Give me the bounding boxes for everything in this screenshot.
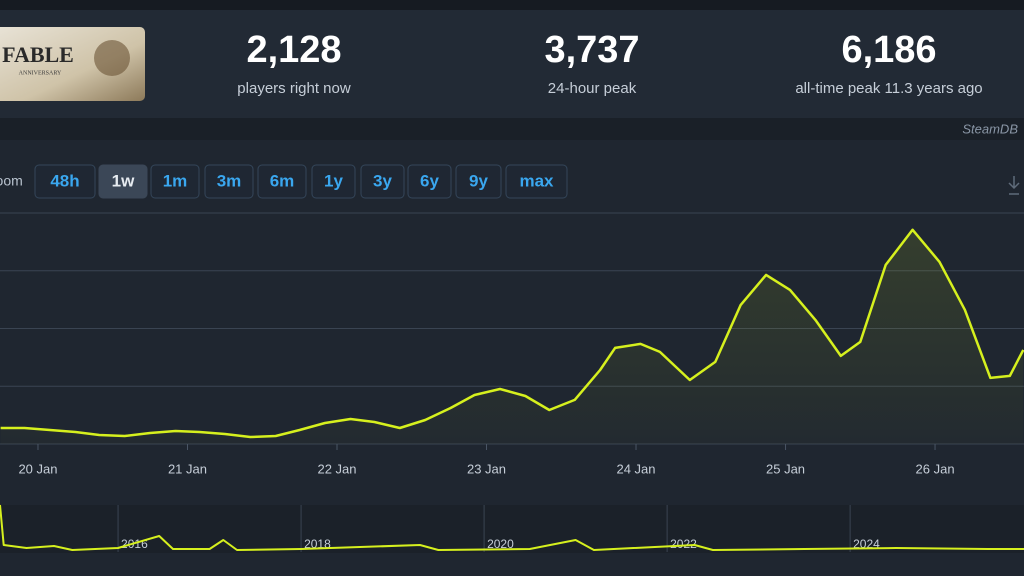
zoom-button-label[interactable]: 1m: [163, 171, 188, 190]
zoom-label: Zoom: [0, 173, 23, 189]
zoom-button[interactable]: [204, 164, 254, 199]
x-tick-label: 21 Jan: [168, 461, 207, 476]
logo-title: FABLE: [2, 42, 74, 67]
zoom-button[interactable]: [360, 164, 405, 199]
zoom-button[interactable]: [257, 164, 307, 199]
zoom-button[interactable]: [505, 164, 568, 199]
zoom-button[interactable]: [407, 164, 452, 199]
x-tick-label: 25 Jan: [766, 461, 805, 476]
zoom-button-label[interactable]: 48h: [50, 171, 79, 190]
zoom-button-label[interactable]: 1y: [324, 171, 343, 190]
zoom-button[interactable]: [34, 164, 96, 199]
brand-band: [0, 118, 1024, 140]
zoom-button[interactable]: [455, 164, 502, 199]
brand: SteamDB: [962, 121, 1018, 136]
zoom-button[interactable]: [98, 164, 148, 199]
zoom-button-label[interactable]: 3y: [373, 171, 392, 190]
x-tick-label: 22 Jan: [317, 461, 356, 476]
zoom-button-label[interactable]: max: [519, 171, 554, 190]
zoom-button-label[interactable]: 6y: [420, 171, 439, 190]
navigator-band: [0, 505, 1024, 553]
zoom-button[interactable]: [150, 164, 200, 199]
stat-label: 24-hour peak: [548, 80, 637, 97]
logo-figure: [94, 40, 130, 76]
x-tick-label: 24 Jan: [616, 461, 655, 476]
stat-value: 6,186: [841, 29, 936, 71]
x-tick-label: 2020: [487, 537, 514, 551]
x-tick-label: 26 Jan: [916, 461, 955, 476]
stat-label: all-time peak 11.3 years ago: [795, 80, 982, 97]
area-fill: [0, 229, 1024, 444]
x-tick-label: 23 Jan: [467, 461, 506, 476]
zoom-button-label[interactable]: 3m: [217, 171, 242, 190]
x-tick-label: 20 Jan: [18, 461, 57, 476]
stat-label: players right now: [237, 80, 351, 97]
stat-value: 2,128: [246, 29, 341, 71]
stat-value: 3,737: [544, 29, 639, 71]
zoom-button[interactable]: [311, 164, 356, 199]
data-line: [0, 228, 1024, 439]
header-band: [0, 10, 1024, 118]
x-tick-label: 2022: [670, 537, 697, 551]
data-line: [0, 504, 1024, 551]
zoom-button-label[interactable]: 1w: [112, 171, 135, 190]
zoom-button-label[interactable]: 9y: [469, 171, 488, 190]
logo-subtitle: ANNIVERSARY: [19, 70, 62, 76]
download-icon[interactable]: [1008, 176, 1020, 195]
top-strip: [0, 0, 1024, 10]
zoom-button-label[interactable]: 6m: [270, 171, 295, 190]
